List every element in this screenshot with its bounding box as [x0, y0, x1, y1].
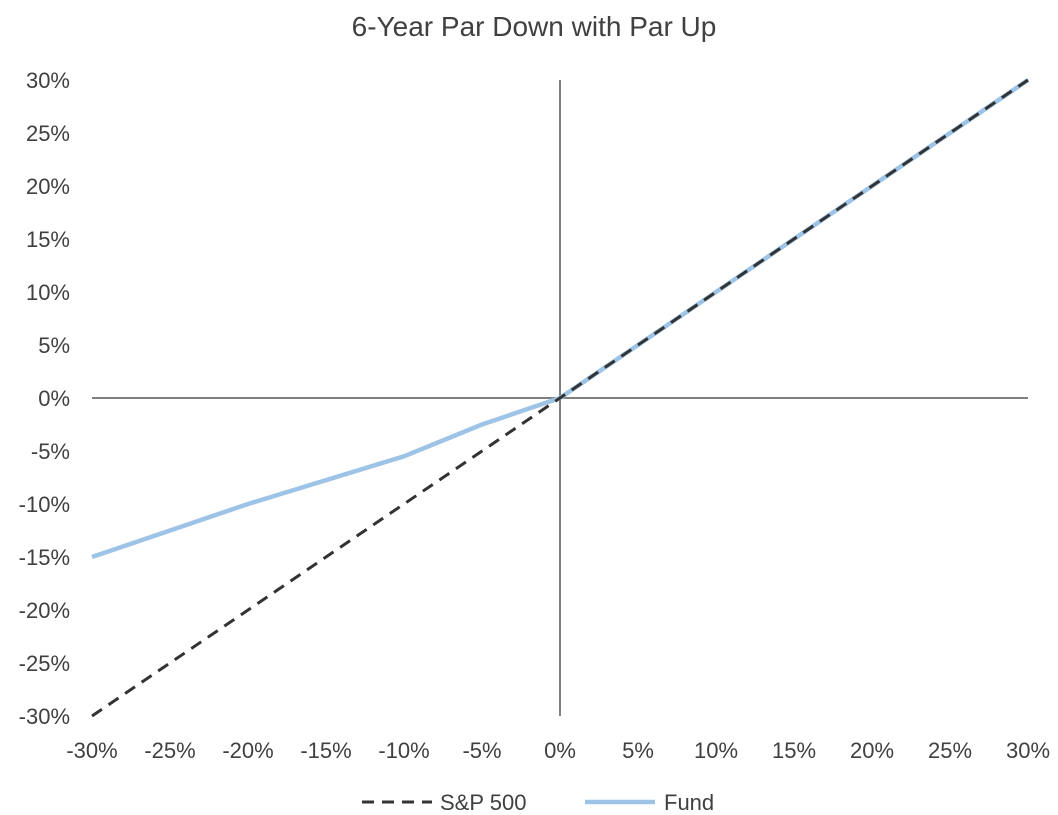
x-tick-label: -30%: [66, 738, 117, 763]
x-tick-label: 25%: [928, 738, 972, 763]
x-tick-label: 20%: [850, 738, 894, 763]
x-tick-label: -10%: [378, 738, 429, 763]
x-tick-label: -15%: [300, 738, 351, 763]
y-tick-label: -30%: [19, 704, 70, 729]
y-tick-label: -5%: [31, 439, 70, 464]
y-tick-label: -25%: [19, 651, 70, 676]
legend-label-sp500: S&P 500: [440, 790, 526, 815]
y-tick-label: -20%: [19, 598, 70, 623]
y-tick-label: 10%: [26, 280, 70, 305]
x-tick-label: 10%: [694, 738, 738, 763]
x-tick-label: -25%: [144, 738, 195, 763]
y-tick-label: 30%: [26, 68, 70, 93]
legend-label-fund: Fund: [664, 790, 714, 815]
x-tick-label: 30%: [1006, 738, 1050, 763]
y-tick-label: -15%: [19, 545, 70, 570]
y-tick-label: 0%: [38, 386, 70, 411]
chart-title: 6-Year Par Down with Par Up: [352, 11, 717, 42]
y-tick-label: 5%: [38, 333, 70, 358]
x-tick-label: -20%: [222, 738, 273, 763]
x-tick-label: 5%: [622, 738, 654, 763]
x-tick-label: 0%: [544, 738, 576, 763]
y-tick-label: 15%: [26, 227, 70, 252]
legend: S&P 500 Fund: [362, 790, 714, 815]
y-tick-label: 20%: [26, 174, 70, 199]
x-tick-label: 15%: [772, 738, 816, 763]
x-tick-label: -5%: [462, 738, 501, 763]
y-tick-label: -10%: [19, 492, 70, 517]
y-tick-label: 25%: [26, 121, 70, 146]
